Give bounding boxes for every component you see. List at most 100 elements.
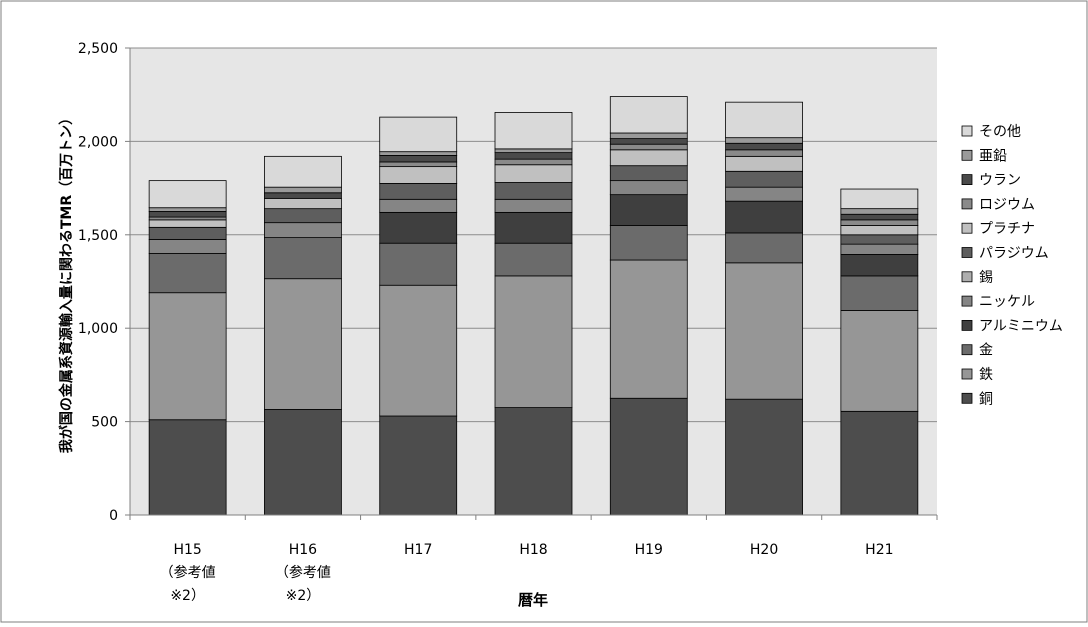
legend-label: その他 xyxy=(979,124,1021,140)
legend-swatch xyxy=(961,247,973,258)
y-tick-label: 2,500 xyxy=(78,41,118,57)
bar-segment xyxy=(609,132,688,139)
bar-segment xyxy=(264,409,342,516)
bar-segment xyxy=(609,259,688,399)
bar-segment xyxy=(609,225,688,261)
bar-segment xyxy=(264,222,342,239)
bar-segment xyxy=(264,237,342,280)
bar-segment xyxy=(725,200,803,234)
bar-segment xyxy=(494,112,573,150)
bar-segment xyxy=(264,155,342,188)
bar-segment xyxy=(148,211,227,218)
bar-segment xyxy=(379,242,458,286)
x-tick-label: H19 xyxy=(635,542,663,558)
x-tick-labels: H15 （参考値 ※2） H16 （参考値 ※2） H17 H18 H19 H20 H21 xyxy=(160,542,894,604)
bar-stack xyxy=(609,96,688,516)
bar-segment xyxy=(264,186,342,194)
x-tick-label: H16 xyxy=(289,542,317,558)
y-axis-title: 我が国の金属系資源輸入量に関わるTMR（百万トン） xyxy=(58,111,75,453)
x-tick-label: （参考値 xyxy=(160,564,216,581)
bar-segment xyxy=(725,170,803,188)
x-tick-label: H21 xyxy=(865,542,893,558)
bar-segment xyxy=(725,137,803,144)
legend-label: ウラン xyxy=(979,173,1021,189)
bar-segment xyxy=(609,143,688,151)
legend-item: アルミニウム xyxy=(961,318,1063,334)
x-tick-marks xyxy=(129,515,938,520)
bar-stack xyxy=(840,188,919,516)
x-tick-label: H17 xyxy=(404,542,432,558)
bar-segment xyxy=(609,96,688,134)
legend-swatch xyxy=(961,344,973,356)
legend-item: ウラン xyxy=(961,173,1021,189)
bar-segment xyxy=(264,208,342,224)
bar-segment xyxy=(840,410,919,516)
bar-segment xyxy=(609,138,688,145)
bar-segment xyxy=(609,165,688,182)
bar-segment xyxy=(609,180,688,196)
y-tick-label: 0 xyxy=(109,508,118,524)
y-tick-label: 2,000 xyxy=(78,134,118,150)
legend-swatch xyxy=(961,295,973,307)
bar-segment xyxy=(609,149,688,167)
bar-segment xyxy=(379,151,458,156)
x-axis-title: 暦年 xyxy=(518,591,548,609)
legend-swatch xyxy=(961,319,973,331)
bar-segment xyxy=(379,284,458,417)
legend-label: パラジウム xyxy=(979,246,1049,262)
bar-segment xyxy=(840,219,919,226)
bar-segment xyxy=(494,198,573,213)
x-tick-label: H18 xyxy=(519,542,547,558)
x-tick-label: （参考値 xyxy=(275,564,331,581)
y-tick-label: 1,000 xyxy=(78,321,118,337)
bar-stack xyxy=(264,155,342,516)
legend-item: ロジウム xyxy=(961,197,1035,213)
bar-segment xyxy=(840,275,919,311)
bar-segment xyxy=(148,292,227,421)
legend-item: パラジウム xyxy=(961,246,1049,262)
legend-label: プラチナ xyxy=(979,221,1035,237)
bar-segment xyxy=(264,192,342,199)
bar-segment xyxy=(494,242,573,277)
bar-segment xyxy=(148,219,227,228)
bar-segment xyxy=(609,397,688,516)
bar-segment xyxy=(725,186,803,202)
bar-segment xyxy=(725,398,803,516)
bar-segment xyxy=(379,198,458,213)
bar-segment xyxy=(609,194,688,226)
legend-swatch xyxy=(961,368,973,380)
bar-segment xyxy=(840,243,919,255)
legend-swatch xyxy=(961,198,973,210)
bar-segment xyxy=(494,182,573,200)
bar-segment xyxy=(264,278,342,410)
x-tick-label: ※2） xyxy=(286,588,321,604)
legend-label: 亜鉛 xyxy=(979,148,1007,164)
bar-segment xyxy=(148,180,227,209)
bar-segment xyxy=(494,211,573,244)
legend-label: 錫 xyxy=(979,270,993,286)
legend-label: 鉄 xyxy=(979,367,993,383)
bar-segment xyxy=(148,419,227,516)
bar-segment xyxy=(379,155,458,163)
bar-segment xyxy=(494,148,573,154)
bars xyxy=(148,96,919,516)
bar-stack xyxy=(494,112,573,516)
bar-segment xyxy=(725,149,803,157)
bar-segment xyxy=(494,407,573,516)
bar-segment xyxy=(840,188,919,210)
bar-segment xyxy=(725,101,803,139)
bar-segment xyxy=(494,164,573,183)
bar-segment xyxy=(148,226,227,240)
bar-segment xyxy=(494,158,573,166)
legend-label: 金 xyxy=(979,343,993,359)
bar-segment xyxy=(148,253,227,294)
legend-item: 鉄 xyxy=(961,367,993,383)
legend-item: その他 xyxy=(961,124,1021,140)
y-tick-label: 1,500 xyxy=(78,228,118,244)
bar-segment xyxy=(148,207,227,212)
bar-segment xyxy=(379,415,458,516)
bar-segment xyxy=(148,239,227,254)
